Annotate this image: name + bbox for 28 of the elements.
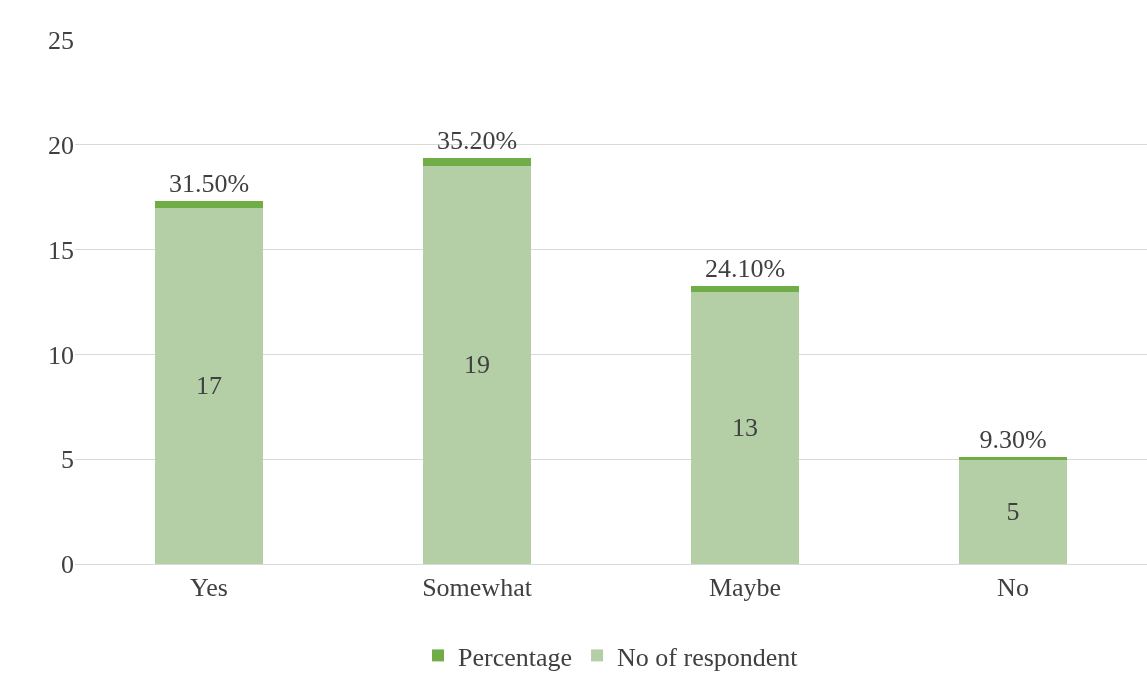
y-tick-label: 25 xyxy=(48,26,74,56)
data-label: 5 xyxy=(1006,497,1020,527)
legend-label: Percentage xyxy=(458,642,573,672)
y-tick-label: 15 xyxy=(48,235,74,265)
y-tick-label: 20 xyxy=(48,130,74,160)
x-tick-label: Maybe xyxy=(708,573,782,603)
data-label: 35.20% xyxy=(436,126,518,156)
y-tick-label: 10 xyxy=(48,340,74,370)
bar xyxy=(691,286,799,292)
bar xyxy=(691,291,799,564)
data-label: 19 xyxy=(464,350,490,380)
data-label: 9.30% xyxy=(979,425,1047,455)
legend-label: No of respondent xyxy=(617,642,799,672)
data-label: 24.10% xyxy=(704,254,786,284)
bar xyxy=(155,207,263,564)
x-tick-label: Somewhat xyxy=(422,573,533,603)
x-tick-label: No xyxy=(997,573,1029,603)
bar xyxy=(423,158,531,166)
bar xyxy=(959,459,1067,564)
bar xyxy=(959,457,1067,460)
data-label: 13 xyxy=(732,413,758,443)
bar xyxy=(155,201,263,208)
x-tick-label: Yes xyxy=(190,573,228,603)
bar xyxy=(423,165,531,564)
y-tick-label: 5 xyxy=(61,445,74,475)
data-label: 17 xyxy=(196,371,222,401)
data-label: 31.50% xyxy=(168,169,250,199)
y-tick-label: 0 xyxy=(61,550,74,580)
